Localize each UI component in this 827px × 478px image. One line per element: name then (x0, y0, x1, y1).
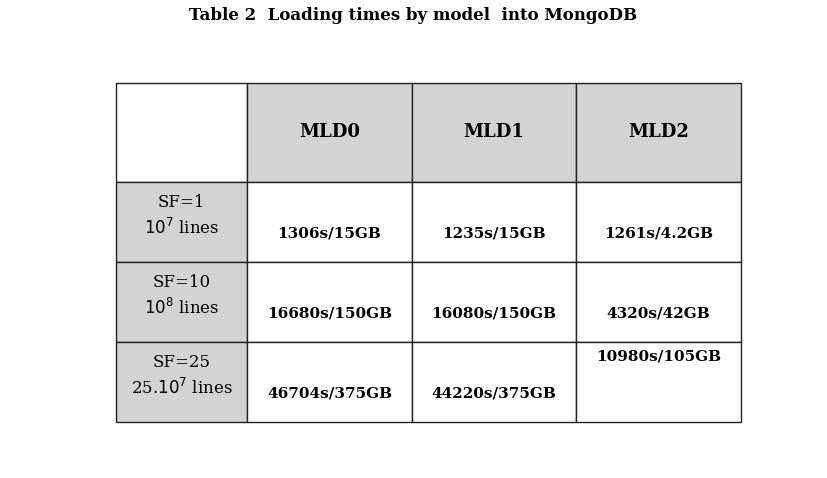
Text: MLD1: MLD1 (463, 123, 524, 141)
Bar (576, 182, 741, 262)
Bar (412, 262, 576, 342)
Bar (247, 342, 412, 422)
Bar (247, 83, 412, 182)
Bar (412, 83, 576, 182)
Bar (576, 262, 741, 342)
Text: Table 2  Loading times by model  into MongoDB: Table 2 Loading times by model into Mong… (189, 7, 638, 24)
Bar (247, 182, 412, 262)
Text: MLD0: MLD0 (299, 123, 360, 141)
Text: 1261s/4.2GB: 1261s/4.2GB (604, 227, 713, 241)
Text: 1235s/15GB: 1235s/15GB (442, 227, 546, 241)
Text: 4320s/42GB: 4320s/42GB (607, 307, 710, 321)
Text: 10980s/105GB: 10980s/105GB (596, 349, 721, 363)
Bar (412, 182, 576, 262)
Bar (116, 83, 247, 182)
Text: 46704s/375GB: 46704s/375GB (267, 387, 392, 401)
Text: SF=1
$10^7$ lines: SF=1 $10^7$ lines (144, 195, 219, 238)
Text: 16680s/150GB: 16680s/150GB (267, 307, 392, 321)
Bar (116, 182, 247, 262)
Text: SF=10
$10^8$ lines: SF=10 $10^8$ lines (144, 274, 219, 318)
Bar (576, 342, 741, 422)
Text: SF=25
25.$10^7$ lines: SF=25 25.$10^7$ lines (131, 354, 232, 398)
Bar (247, 262, 412, 342)
Bar (576, 83, 741, 182)
Text: 44220s/375GB: 44220s/375GB (432, 387, 557, 401)
Bar (412, 342, 576, 422)
Bar (116, 342, 247, 422)
Bar (116, 262, 247, 342)
Text: 16080s/150GB: 16080s/150GB (432, 307, 557, 321)
Text: MLD2: MLD2 (629, 123, 689, 141)
Text: 1306s/15GB: 1306s/15GB (278, 227, 381, 241)
